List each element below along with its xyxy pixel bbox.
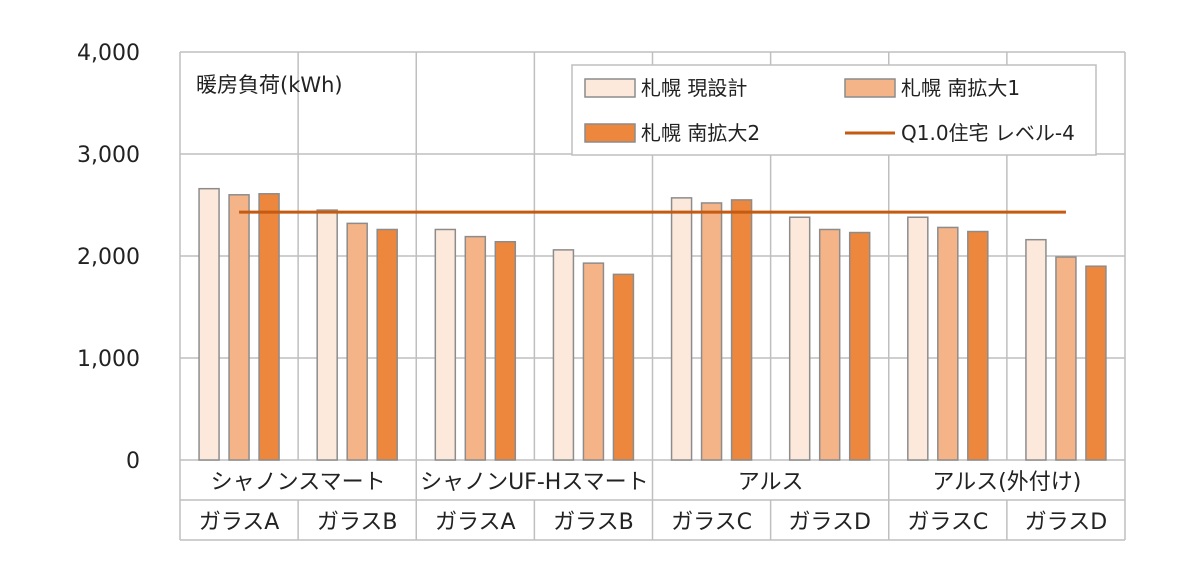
group-label: アルス — [738, 470, 804, 495]
legend-label: 札幌 南拡大2 — [641, 121, 760, 145]
bar — [198, 187, 220, 461]
bar — [1085, 265, 1107, 461]
bar — [376, 228, 398, 461]
category-label: ガラスC — [907, 510, 988, 535]
bar — [464, 235, 487, 461]
bar — [670, 197, 693, 461]
group-label: シャノンUF-Hスマート — [420, 470, 649, 495]
category-label: ガラスB — [553, 510, 634, 535]
legend-box — [571, 64, 1097, 156]
bar — [967, 230, 989, 461]
bar — [434, 228, 457, 461]
category-label: ガラスD — [1025, 510, 1108, 535]
bar — [1025, 238, 1047, 461]
bar — [788, 216, 811, 461]
bars — [198, 187, 1107, 461]
category-label: ガラスD — [788, 510, 871, 535]
legend-swatch — [844, 78, 896, 98]
group-label: アルス(外付け) — [932, 470, 1081, 495]
y-tick-label: 2,000 — [77, 245, 140, 270]
legend-label: 札幌 現設計 — [641, 76, 747, 100]
category-label: ガラスA — [435, 510, 516, 535]
y-tick-label: 1,000 — [77, 347, 140, 372]
bar — [937, 226, 959, 461]
bar — [612, 273, 635, 461]
category-label: ガラスB — [317, 510, 398, 535]
legend: 札幌 現設計 札幌 南拡大1 札幌 南拡大2 Q1.0住宅 レベル-4 — [571, 64, 1097, 156]
bar — [316, 209, 338, 461]
chart-annotation: 暖房負荷(kWh) — [196, 73, 343, 97]
legend-label: Q1.0住宅 レベル-4 — [901, 121, 1075, 145]
y-tick-label: 0 — [126, 449, 140, 474]
bar — [582, 262, 605, 461]
bar — [346, 222, 368, 461]
bar — [700, 202, 723, 461]
bar — [730, 199, 753, 461]
bar — [1055, 256, 1077, 461]
category-label: ガラスC — [671, 510, 752, 535]
legend-swatch — [584, 123, 636, 143]
bar — [907, 216, 929, 461]
category-label: ガラスA — [199, 510, 280, 535]
bar — [818, 228, 841, 461]
bar — [848, 231, 871, 461]
y-axis-ticks: 0 1,000 2,000 3,000 4,000 — [77, 41, 140, 474]
legend-label: 札幌 南拡大1 — [901, 76, 1020, 100]
bar — [494, 240, 517, 461]
bar — [258, 193, 280, 461]
bar — [228, 194, 250, 461]
group-label: シャノンスマート — [211, 470, 386, 495]
legend-swatch — [584, 78, 636, 98]
bar — [552, 249, 575, 461]
y-tick-label: 3,000 — [77, 143, 140, 168]
y-tick-label: 4,000 — [77, 41, 140, 66]
